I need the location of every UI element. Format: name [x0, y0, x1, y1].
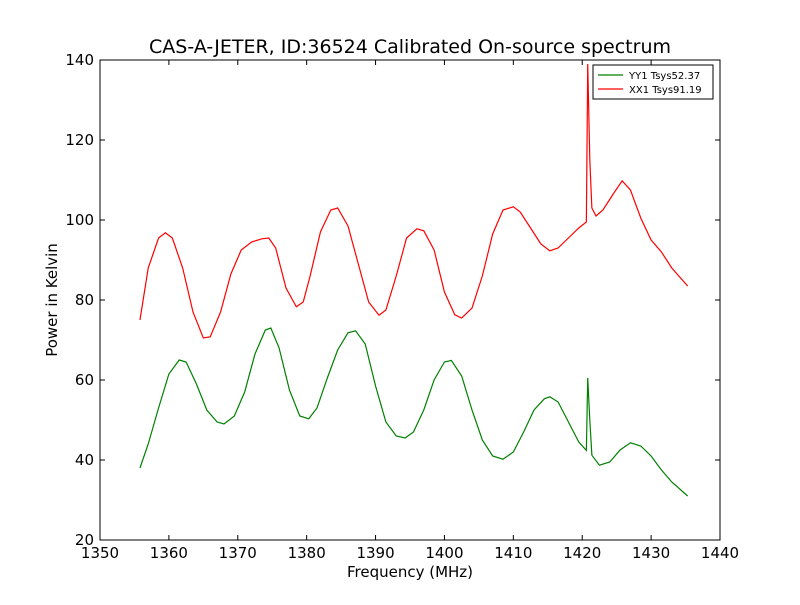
chart-title: CAS-A-JETER, ID:36524 Calibrated On-sour…	[149, 36, 671, 58]
x-tick-label: 1390	[356, 544, 394, 562]
x-tick-label: 1360	[150, 544, 188, 562]
y-tick-label: 80	[75, 291, 94, 309]
legend-label-1: XX1 Tsys91.19	[629, 85, 702, 96]
legend-label-0: YY1 Tsys52.37	[628, 71, 700, 82]
y-axis: 20 40 60 80 100 120 140	[65, 51, 720, 549]
plot-area	[100, 60, 720, 540]
x-tick-label: 1430	[632, 544, 670, 562]
legend: YY1 Tsys52.37 XX1 Tsys91.19	[592, 64, 714, 100]
x-axis-label: Frequency (MHz)	[347, 563, 473, 581]
series-line-0	[139, 327, 689, 497]
legend-box	[592, 64, 714, 100]
y-tick-label: 60	[75, 371, 94, 389]
series-line-1	[139, 63, 689, 339]
x-tick-label: 1400	[425, 544, 463, 562]
x-tick-label: 1440	[701, 544, 739, 562]
y-tick-label: 120	[65, 131, 94, 149]
x-tick-label: 1350	[81, 544, 119, 562]
y-tick-label: 140	[65, 51, 94, 69]
x-tick-label: 1380	[288, 544, 326, 562]
x-tick-label: 1420	[563, 544, 601, 562]
y-tick-label: 40	[75, 451, 94, 469]
y-tick-label: 20	[75, 531, 94, 549]
y-axis-label: Power in Kelvin	[43, 243, 61, 357]
series-layer	[139, 63, 689, 497]
x-axis: 1350 1360 1370 1380 1390 1400 1410 1420 1430 1440	[81, 60, 739, 562]
x-tick-label: 1370	[219, 544, 257, 562]
y-tick-label: 100	[65, 211, 94, 229]
x-tick-label: 1410	[494, 544, 532, 562]
